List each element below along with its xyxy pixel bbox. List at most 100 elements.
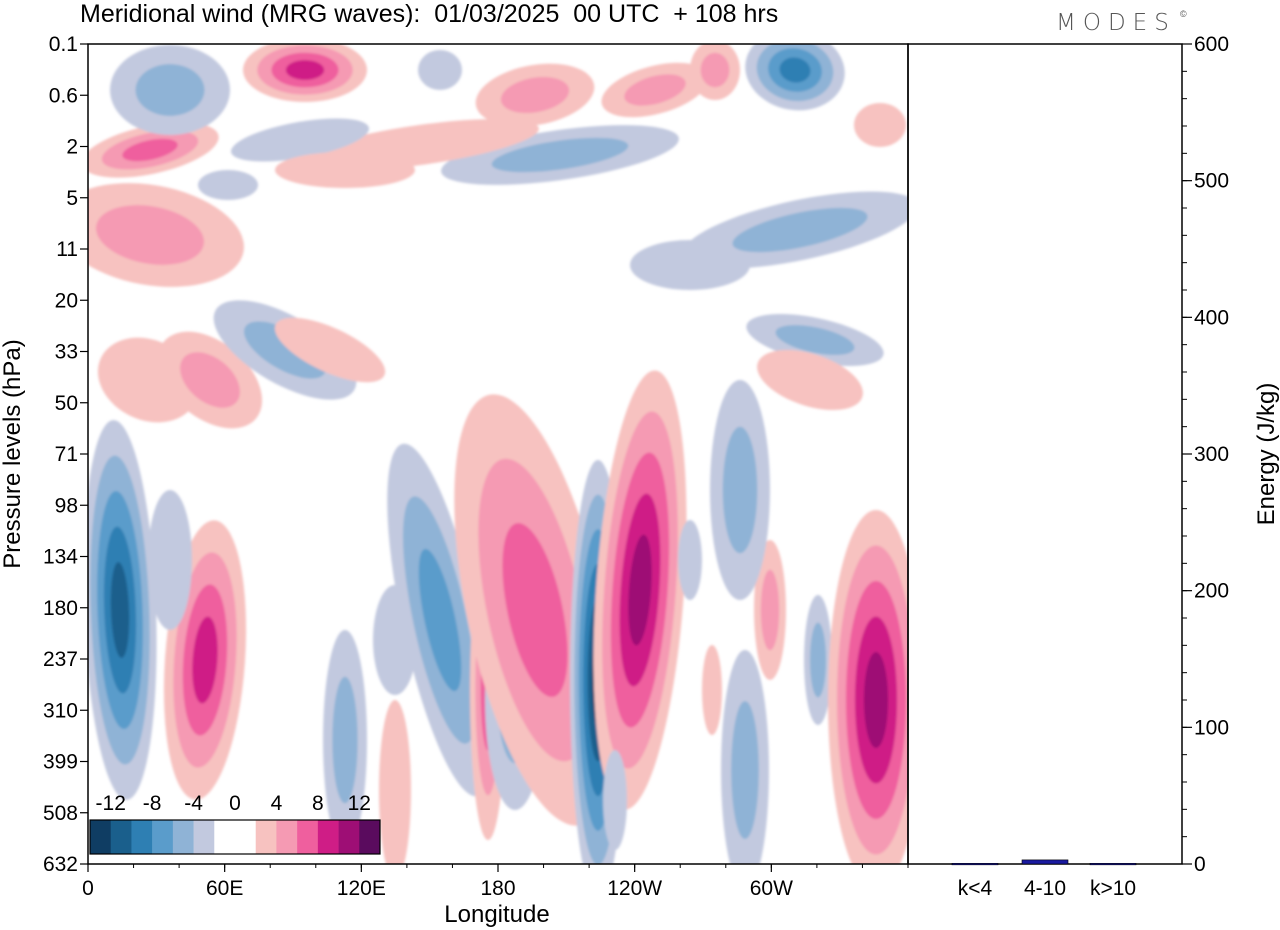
energy-category-label: k<4 xyxy=(958,877,993,900)
contour-level xyxy=(275,152,415,188)
contour-level xyxy=(198,170,258,200)
contour-level xyxy=(502,523,568,697)
contour-blob-1 xyxy=(88,420,157,800)
y-tick-label: 0.1 xyxy=(49,33,78,56)
contour-level xyxy=(96,205,204,265)
energy-frame xyxy=(907,43,1183,865)
energy-y-tick-label: 600 xyxy=(1194,33,1229,56)
colorbar-swatch xyxy=(338,820,360,854)
contour-level xyxy=(678,520,702,600)
y-tick-label: 2 xyxy=(66,136,78,159)
contour-level xyxy=(702,645,722,735)
contour-blob-19 xyxy=(804,595,832,725)
contour-level xyxy=(775,325,855,355)
energy-category-label: k>10 xyxy=(1090,877,1136,900)
y-axis-title: Pressure levels (hPa) xyxy=(0,339,26,568)
contour-blob-39 xyxy=(230,118,370,162)
y-tick-label: 20 xyxy=(55,289,78,312)
contour-blob-41 xyxy=(682,191,908,269)
contour-level xyxy=(332,676,358,804)
contour-level xyxy=(624,74,686,106)
contour-level xyxy=(722,426,758,554)
contour-blob-16 xyxy=(721,650,769,864)
contour-level xyxy=(760,569,780,651)
contour-level xyxy=(192,616,218,704)
contour-blob-14 xyxy=(678,520,702,600)
energy-category-label: 4-10 xyxy=(1024,877,1066,900)
colorbar-frame xyxy=(89,819,381,855)
y-tick-label: 134 xyxy=(43,546,78,569)
colorbar-swatch xyxy=(276,820,298,854)
contour-level xyxy=(809,622,827,698)
contour-level xyxy=(274,317,386,383)
contour-blob-32 xyxy=(475,63,595,127)
colorbar-swatch xyxy=(359,820,381,854)
contour-field xyxy=(88,44,908,864)
contour-blob-28 xyxy=(88,122,219,178)
chart-title: Meridional wind (MRG waves): 01/03/2025 … xyxy=(80,0,779,28)
contour-level xyxy=(500,77,570,113)
x-tick-label: 60E xyxy=(206,877,243,900)
energy-y-tick-label: 0 xyxy=(1194,853,1206,876)
colorbar-swatch xyxy=(297,820,319,854)
contour-blob-17 xyxy=(754,540,786,680)
contour-blob-20 xyxy=(828,510,908,864)
energy-axis-title: Energy (J/kg) xyxy=(1253,383,1280,526)
contour-blob-33 xyxy=(601,62,709,118)
y-tick-label: 399 xyxy=(43,751,78,774)
heatmap-axes: 0.1 0.6 2 5 11 20 33 50 71 98 134 180 237 310 399 508 63… xyxy=(43,33,909,900)
contour-blob-24 xyxy=(274,317,386,383)
contour-level xyxy=(731,701,759,839)
energy-y-tick-label: 400 xyxy=(1194,306,1229,329)
contour-blob-29 xyxy=(110,45,230,135)
contour-level xyxy=(732,207,868,253)
contour-blob-35 xyxy=(745,44,845,111)
contour-blob-4 xyxy=(148,490,192,630)
contour-blob-15 xyxy=(702,645,722,735)
contour-level xyxy=(418,50,462,90)
x-tick-label: 0 xyxy=(82,877,94,900)
energy-axes: 0 100 200 300 400 500 600 xyxy=(1182,33,1229,876)
colorbar-legend: -12 -8 -4 0 4 8 12 xyxy=(89,792,381,855)
energy-y-tick-label: 100 xyxy=(1194,716,1229,739)
contour-level xyxy=(863,652,889,748)
colorbar-swatch xyxy=(110,820,132,854)
energy-bar-3 xyxy=(1089,863,1137,866)
y-tick-label: 33 xyxy=(55,341,78,364)
colorbar-swatch xyxy=(90,820,112,854)
colorbar-label: 12 xyxy=(348,792,371,815)
contour-level xyxy=(418,548,462,692)
contour-blob-40 xyxy=(275,152,415,188)
energy-bars: k<4 4-10 k>10 xyxy=(951,859,1137,900)
contour-blob-30 xyxy=(243,44,367,102)
x-tick-label: 180 xyxy=(480,877,515,900)
contour-level xyxy=(628,534,652,646)
contour-blob-34 xyxy=(690,44,740,100)
contour-level xyxy=(244,321,326,379)
y-tick-label: 71 xyxy=(55,443,78,466)
colorbar-label: -12 xyxy=(96,792,126,815)
colorbar-label: 8 xyxy=(312,792,324,815)
contour-level xyxy=(757,349,863,411)
y-tick-label: 180 xyxy=(43,597,78,620)
contour-blob-43 xyxy=(198,170,258,200)
colorbar-label: -4 xyxy=(184,792,203,815)
contour-blob-42 xyxy=(630,240,750,290)
contour-level xyxy=(779,57,811,83)
contour-blob-21 xyxy=(603,750,627,850)
colorbar-swatch xyxy=(172,820,194,854)
contour-level xyxy=(854,103,906,147)
colorbar-swatch xyxy=(255,820,277,854)
energy-y-tick-label: 500 xyxy=(1194,170,1229,193)
y-tick-label: 508 xyxy=(43,802,78,825)
brand-copyright-mark: © xyxy=(1180,9,1187,19)
contour-level xyxy=(230,118,370,162)
y-tick-label: 11 xyxy=(56,238,78,261)
y-tick-label: 5 xyxy=(66,187,78,210)
colorbar-label: 4 xyxy=(271,792,283,815)
contour-blob-5 xyxy=(323,630,367,850)
y-tick-label: 50 xyxy=(55,392,78,415)
contour-blob-31 xyxy=(418,50,462,90)
x-tick-label: 120W xyxy=(607,877,662,900)
